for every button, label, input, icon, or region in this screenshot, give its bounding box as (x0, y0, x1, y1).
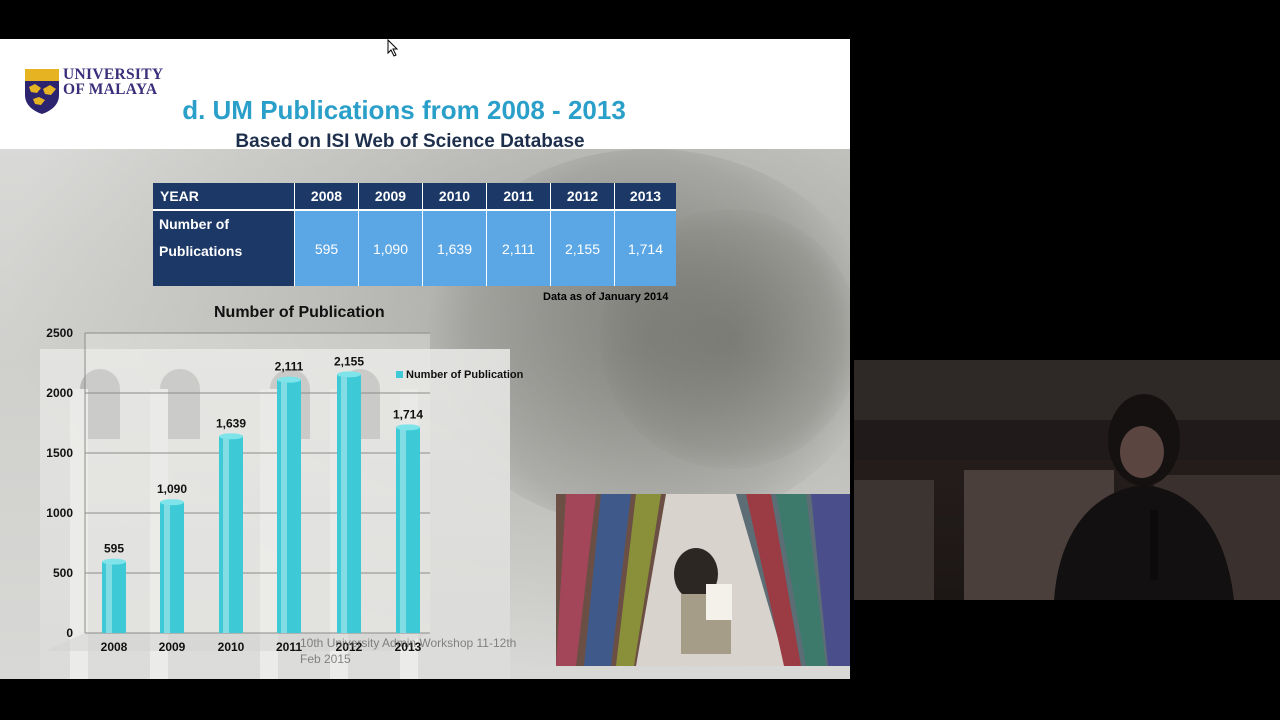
data-note: Data as of January 2014 (543, 291, 669, 303)
y-tick-label: 1500 (46, 446, 73, 460)
table-cell: 2,155 (550, 210, 615, 286)
x-tick-label: 2010 (218, 640, 245, 654)
bar-top (277, 376, 301, 383)
table-header-cell: 2009 (358, 183, 423, 211)
bar-highlight (341, 374, 347, 633)
chart-title: Number of Publication (214, 304, 385, 321)
data-label: 2,111 (275, 360, 304, 374)
university-logo: UNIVERSITY OF MALAYA (23, 67, 173, 117)
bar-highlight (400, 427, 406, 633)
bar (277, 379, 301, 633)
data-label: 2,155 (334, 354, 364, 368)
table-header-cell: YEAR (153, 183, 295, 211)
x-tick-label: 2012 (336, 640, 363, 654)
mouse-cursor-icon (387, 39, 399, 57)
y-tick-label: 2000 (46, 386, 73, 400)
x-tick-label: 2009 (159, 640, 186, 654)
data-label: 1,714 (393, 407, 423, 421)
library-photo (556, 494, 850, 666)
y-tick-label: 500 (53, 566, 73, 580)
table-cell: 1,714 (614, 210, 676, 286)
bar-top (337, 371, 361, 378)
bar-top (102, 558, 126, 565)
data-label: 595 (104, 542, 124, 556)
x-tick-label: 2013 (395, 640, 422, 654)
bar (396, 427, 420, 633)
x-tick-label: 2008 (101, 640, 128, 654)
table-cell: 1,090 (358, 210, 423, 286)
bar (160, 502, 184, 633)
legend-label: Number of Publication (406, 369, 524, 381)
legend-swatch (396, 371, 403, 378)
table-header-cell: 2013 (614, 183, 676, 211)
data-label: 1,639 (216, 416, 246, 430)
table-row-label: Number of Publications (153, 210, 295, 286)
table-cell: 1,639 (422, 210, 487, 286)
bar (337, 374, 361, 633)
publication-bar-chart: 0 500 1000 1500 2000 2500 595 2008 1,090 2009 1,63… (45, 326, 524, 654)
bar-top (396, 424, 420, 431)
table-header-cell: 2012 (550, 183, 615, 211)
table-header-cell: 2011 (486, 183, 551, 211)
table-header-cell: 2010 (422, 183, 487, 211)
y-tick-label: 0 (66, 626, 73, 640)
bar-highlight (281, 379, 287, 633)
x-tick-label: 2011 (276, 640, 302, 654)
table-header-cell: 2008 (294, 183, 359, 211)
table-row: Number of Publications 595 1,090 1,639 2… (153, 210, 676, 286)
bar-highlight (106, 561, 112, 633)
table-cell: 595 (294, 210, 359, 286)
bar-highlight (164, 502, 170, 633)
chart-floor (45, 633, 430, 651)
logo-wordmark: UNIVERSITY OF MALAYA (63, 66, 164, 98)
speaker-webcam-video (854, 360, 1280, 600)
table-cell: 2,111 (486, 210, 551, 286)
presentation-slide: UNIVERSITY OF MALAYA d. UM Publications … (0, 39, 850, 679)
bar (102, 561, 126, 633)
bar (219, 436, 243, 633)
bar-highlight (223, 436, 229, 633)
slide-subtitle: Based on ISI Web of Science Database (235, 131, 585, 152)
slide-footer: 10th University Admin Workshop 11-12th F… (300, 636, 517, 666)
slide-title: d. UM Publications from 2008 - 2013 (182, 95, 626, 125)
crest-icon (25, 69, 59, 114)
table-header-row: YEAR 2008 2009 2010 2011 2012 2013 (153, 183, 676, 211)
bar-top (219, 433, 243, 440)
data-label: 1,090 (157, 482, 187, 496)
y-tick-label: 2500 (46, 326, 73, 340)
chart-plot-area (85, 333, 430, 633)
y-tick-label: 1000 (46, 506, 73, 520)
bar-top (160, 499, 184, 506)
publications-table: YEAR 2008 2009 2010 2011 2012 2013 Numbe… (153, 183, 676, 286)
